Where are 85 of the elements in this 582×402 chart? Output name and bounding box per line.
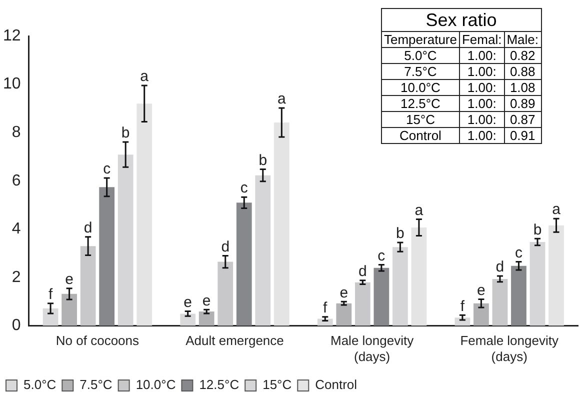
annotation: Femal: bbox=[459, 32, 504, 48]
data-label: e bbox=[340, 284, 348, 302]
annotation: 0.87 bbox=[504, 112, 542, 128]
x-tick-label: No of cocoons bbox=[56, 333, 140, 348]
data-label: f bbox=[48, 286, 54, 303]
annotation: 1.00: bbox=[459, 96, 504, 112]
annotation: Temperature bbox=[382, 32, 460, 48]
annotation: 1.00: bbox=[459, 48, 504, 64]
y-tick-label: 12 bbox=[3, 27, 21, 44]
bar bbox=[218, 262, 234, 326]
bar bbox=[411, 228, 427, 326]
data-label: c bbox=[240, 180, 248, 197]
legend-label: 7.5°C bbox=[80, 377, 112, 392]
annotation: 0.82 bbox=[504, 48, 542, 64]
data-label: f bbox=[323, 300, 328, 317]
legend-label: 10.0°C bbox=[136, 377, 176, 392]
legend-label: Control bbox=[315, 377, 358, 392]
annotation: 0.89 bbox=[504, 96, 542, 112]
data-label: a bbox=[277, 90, 286, 108]
legend-label: 5.0°C bbox=[24, 377, 56, 392]
x-tick-label: Female longevity (days) bbox=[460, 333, 559, 364]
bar bbox=[62, 294, 77, 326]
annotation: Male: bbox=[504, 32, 542, 48]
data-label: e bbox=[202, 292, 211, 310]
y-tick-label: 4 bbox=[12, 220, 21, 238]
annotation: 12.5°C bbox=[382, 96, 460, 112]
annotation: 1.00: bbox=[459, 128, 504, 144]
data-label: c bbox=[514, 244, 523, 262]
bar bbox=[354, 282, 370, 326]
bar bbox=[99, 187, 115, 326]
bar bbox=[392, 247, 408, 326]
data-label: a bbox=[552, 201, 562, 218]
bar bbox=[198, 312, 214, 326]
annotation: 0.91 bbox=[504, 128, 542, 144]
data-label: c bbox=[378, 247, 386, 264]
bar bbox=[548, 225, 564, 326]
annotation: 1.00: bbox=[459, 64, 504, 80]
annotation: 15°C bbox=[382, 112, 460, 128]
data-label: e bbox=[477, 282, 486, 299]
data-label: c bbox=[103, 160, 112, 178]
bar bbox=[336, 303, 352, 326]
bar bbox=[236, 202, 252, 326]
data-label: b bbox=[258, 152, 268, 169]
y-tick-label: 0 bbox=[12, 317, 21, 334]
data-label: b bbox=[533, 221, 542, 238]
y-tick-label: 10 bbox=[3, 76, 21, 93]
annotation: Control bbox=[382, 128, 460, 144]
bar bbox=[42, 308, 58, 326]
y-tick-label: 8 bbox=[12, 124, 21, 142]
data-label: d bbox=[84, 220, 92, 237]
annotation: 5.0°C bbox=[382, 48, 460, 64]
bar bbox=[136, 104, 152, 326]
x-tick-label: Male longevity (days) bbox=[330, 333, 414, 364]
bar bbox=[274, 122, 290, 326]
bar bbox=[255, 175, 271, 326]
annotation: 1.08 bbox=[504, 80, 542, 96]
data-label: b bbox=[396, 225, 404, 242]
bar bbox=[530, 242, 546, 326]
data-label: e bbox=[65, 271, 74, 288]
data-label: d bbox=[358, 263, 367, 280]
legend-label: 15°C bbox=[262, 377, 292, 392]
text: Sex ratio bbox=[382, 8, 542, 32]
bar bbox=[80, 246, 96, 326]
bar bbox=[511, 266, 526, 326]
y-tick-label: 2 bbox=[12, 268, 21, 286]
annotation: 1.00: bbox=[459, 80, 504, 96]
data-label: a bbox=[140, 68, 150, 86]
bar bbox=[492, 278, 508, 326]
bar bbox=[374, 268, 390, 326]
data-label: e bbox=[184, 294, 192, 311]
data-label: a bbox=[414, 202, 424, 219]
y-tick-label: 6 bbox=[12, 172, 21, 190]
data-label: d bbox=[221, 238, 230, 256]
bar bbox=[118, 154, 134, 326]
data-label: f bbox=[460, 298, 466, 315]
x-tick-label: Adult emergence bbox=[186, 333, 284, 348]
data-label: d bbox=[496, 258, 504, 276]
bar bbox=[180, 314, 196, 326]
annotation: 7.5°C bbox=[382, 64, 460, 80]
data-label: b bbox=[121, 124, 130, 142]
annotation: 10.0°C bbox=[382, 80, 460, 96]
bar bbox=[474, 303, 489, 326]
legend-label: 12.5°C bbox=[199, 377, 240, 392]
annotation: 1.00: bbox=[459, 112, 504, 128]
annotation: 0.88 bbox=[504, 64, 542, 80]
